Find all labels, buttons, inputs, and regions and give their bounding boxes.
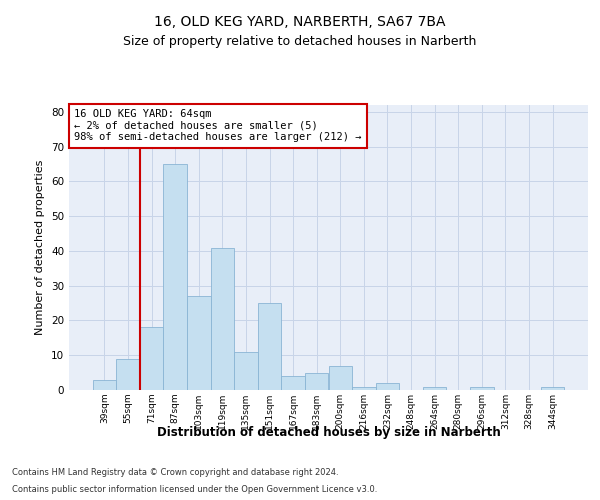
- Bar: [352, 386, 376, 390]
- Text: 16 OLD KEG YARD: 64sqm
← 2% of detached houses are smaller (5)
98% of semi-detac: 16 OLD KEG YARD: 64sqm ← 2% of detached …: [74, 110, 362, 142]
- Bar: [187, 296, 211, 390]
- Bar: [305, 372, 329, 390]
- Bar: [281, 376, 305, 390]
- Bar: [541, 386, 565, 390]
- Bar: [140, 328, 163, 390]
- Y-axis label: Number of detached properties: Number of detached properties: [35, 160, 46, 335]
- Bar: [423, 386, 446, 390]
- Bar: [329, 366, 352, 390]
- Text: 16, OLD KEG YARD, NARBERTH, SA67 7BA: 16, OLD KEG YARD, NARBERTH, SA67 7BA: [154, 16, 446, 30]
- Text: Contains HM Land Registry data © Crown copyright and database right 2024.: Contains HM Land Registry data © Crown c…: [12, 468, 338, 477]
- Bar: [258, 303, 281, 390]
- Bar: [376, 383, 399, 390]
- Bar: [234, 352, 258, 390]
- Text: Size of property relative to detached houses in Narberth: Size of property relative to detached ho…: [124, 34, 476, 48]
- Bar: [470, 386, 494, 390]
- Bar: [92, 380, 116, 390]
- Bar: [211, 248, 234, 390]
- Text: Contains public sector information licensed under the Open Government Licence v3: Contains public sector information licen…: [12, 484, 377, 494]
- Bar: [163, 164, 187, 390]
- Text: Distribution of detached houses by size in Narberth: Distribution of detached houses by size …: [157, 426, 500, 439]
- Bar: [116, 358, 140, 390]
